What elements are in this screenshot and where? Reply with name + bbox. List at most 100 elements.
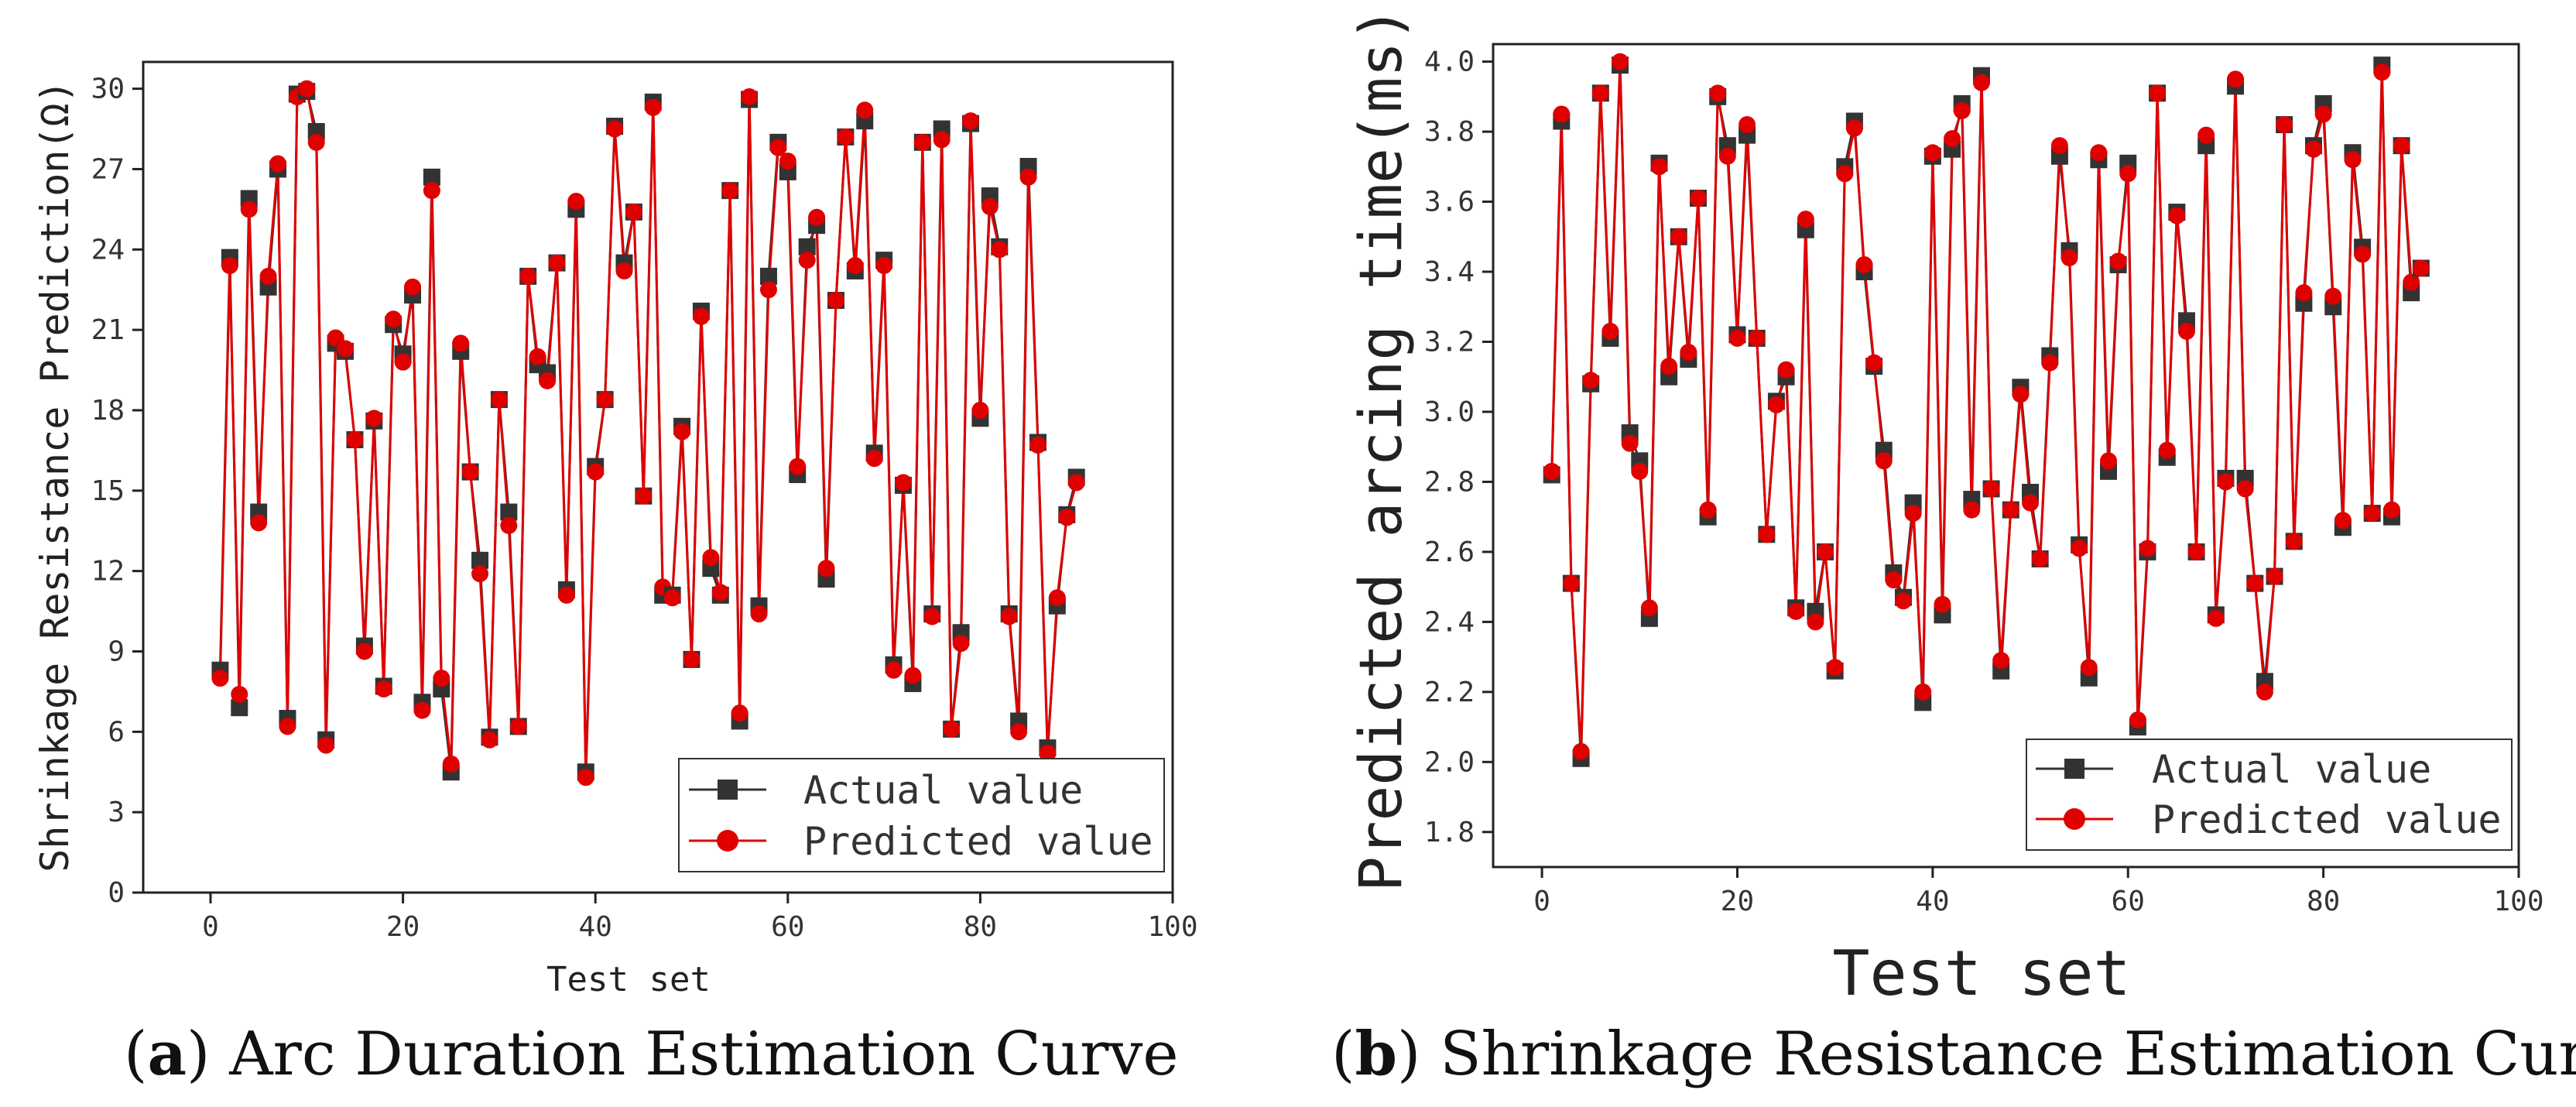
panel-a-predicted-point [490, 391, 508, 409]
panel-a-y-tick-label: 9 [108, 636, 125, 667]
panel-b-predicted-point [1972, 74, 1990, 91]
caption-a: (a) Arc Duration Estimation Curve [124, 1019, 1179, 1089]
panel-b-predicted-point [2412, 259, 2430, 277]
panel-a-predicted-point [875, 257, 893, 275]
panel-a-predicted-point [596, 391, 614, 409]
panel-a-predicted-point [981, 197, 999, 215]
panel-a-actual-point [423, 168, 440, 186]
panel-a-legend-box [678, 758, 1165, 872]
panel-b-legend: Actual value Predicted value [2026, 739, 2513, 851]
panel-a-predicted-point [231, 685, 248, 703]
panel-b-predicted-point [2344, 151, 2362, 169]
panel-b-predicted-point [2236, 480, 2254, 498]
panel-b-y-tick-label: 3.6 [1424, 187, 1475, 218]
panel-b-predicted-point [1699, 501, 1717, 519]
panel-b-plot-area [1492, 43, 2520, 869]
panel-a-predicted-point [759, 281, 777, 299]
panel-b-x-tick-label: 0 [1533, 886, 1550, 917]
panel-b-predicted-point [2256, 683, 2273, 701]
panel-a-predicted-point [933, 131, 951, 149]
panel-b-predicted-point [2041, 354, 2059, 372]
caption-b-text: Shrinkage Resistance Estimation Curve [1420, 1020, 2576, 1089]
panel-b-predicted-point [2050, 137, 2068, 155]
panel-b-legend-predicted-marker [2064, 808, 2085, 830]
panel-a-predicted-point [240, 200, 258, 218]
panel-a-predicted-point [731, 704, 748, 722]
panel-a-y-tick-label: 3 [108, 797, 125, 828]
panel-a-predicted-point [413, 701, 431, 719]
panel-a-predicted-point [952, 635, 970, 653]
panel-a-predicted-point [346, 431, 364, 449]
panel-b-predicted-point [2012, 386, 2030, 403]
panel-a-legend-predicted-marker [717, 830, 738, 852]
panel-b-predicted-point [2149, 84, 2167, 102]
panel-a-actual-point [759, 267, 777, 285]
caption-b: (b) Shrinkage Resistance Estimation Curv… [1331, 1019, 2576, 1089]
panel-a-predicted-point [894, 474, 912, 492]
panel-a-predicted-point [961, 112, 979, 130]
panel-b-predicted-point [2187, 543, 2205, 560]
panel-b-predicted-point [2207, 609, 2225, 627]
panel-b-predicted-point [2217, 473, 2235, 491]
panel-b-predicted-point [1923, 144, 1941, 162]
panel-a-predicted-point [721, 182, 739, 200]
panel-a-y-tick-label: 12 [91, 556, 125, 588]
panel-a-predicted-point [1019, 168, 1037, 186]
panel-b-predicted-point [1944, 130, 1961, 148]
panel-a-predicted-point [539, 372, 557, 389]
panel-a-predicted-point [442, 755, 460, 773]
panel-b-predicted-point [2227, 70, 2245, 88]
panel-a-predicted-point [769, 139, 787, 156]
panel-b-predicted-point [1963, 501, 1981, 519]
panel-a-x-tick-label: 20 [386, 911, 420, 943]
panel-a-predicted-point [741, 87, 759, 105]
panel-b-y-tick-label: 3.4 [1424, 256, 1475, 288]
panel-b-predicted-point [2002, 501, 2019, 519]
panel-b-predicted-point [1855, 255, 1873, 273]
panel-b-predicted-point [2393, 137, 2410, 155]
panel-b-y-tick-label: 3.2 [1424, 326, 1475, 358]
panel-a-plot-area [142, 60, 1174, 894]
panel-b-predicted-point [1591, 84, 1609, 102]
panel-a-predicted-point [481, 731, 498, 749]
panel-a-predicted-point [798, 252, 816, 269]
panel-b-x-tick-label: 80 [2307, 886, 2340, 917]
panel-a-predicted-point [808, 208, 826, 226]
panel-a-legend-actual-marker [718, 780, 738, 800]
panel-a-predicted-point [865, 450, 883, 468]
panel-b-predicted-point [2080, 659, 2098, 677]
panel-a-actual-point [231, 699, 248, 717]
panel-b-y-tick-label: 3.0 [1424, 396, 1475, 428]
panel-b-predicted-point [1543, 462, 1560, 480]
panel-b-predicted-point [1621, 434, 1639, 452]
panel-a-predicted-point [509, 718, 527, 735]
panel-a-predicted-point [971, 401, 989, 419]
panel-a-predicted-point [663, 589, 681, 607]
panel-b-predicted-point [1953, 101, 1971, 119]
panel-b-predicted-point [1670, 228, 1687, 245]
panel-b-predicted-point [2354, 245, 2372, 263]
panel-b-x-tick-label: 20 [1721, 886, 1754, 917]
panel-a-predicted-point [1048, 589, 1066, 607]
panel-a-predicted-point [635, 487, 653, 505]
panel-a-predicted-point [461, 463, 479, 481]
panel-b-predicted-point [2109, 252, 2127, 270]
panel-a-x-tick-label: 80 [964, 911, 997, 943]
panel-a-predicted-point [259, 267, 277, 285]
panel-b-predicted-point [1777, 361, 1795, 379]
panel-b-predicted-point [2022, 494, 2040, 512]
panel-b-x-axis-label: Test set [1832, 937, 2130, 1009]
panel-a-predicted-point [221, 257, 238, 275]
panel-a-predicted-point [548, 254, 566, 272]
panel-a-predicted-point [692, 307, 710, 325]
panel-b-predicted-point [2363, 505, 2381, 523]
panel-b-x-tick-label: 40 [1916, 886, 1949, 917]
panel-a-predicted-point [577, 769, 594, 787]
panel-a-predicted-point [1058, 509, 1076, 526]
panel-b-predicted-series-line [1550, 61, 2423, 752]
panel-a-predicted-point [375, 680, 392, 697]
panel-b-predicted-point [2305, 140, 2322, 158]
panel-a-predicted-point [817, 560, 835, 577]
panel-b-predicted-point [2382, 501, 2400, 519]
